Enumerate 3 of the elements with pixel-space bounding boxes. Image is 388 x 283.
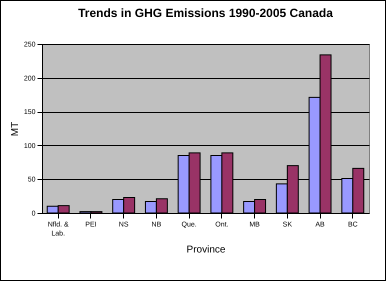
- y-axis-title: MT: [10, 122, 21, 136]
- x-axis-title: Province: [186, 244, 226, 256]
- chart-title: Trends in GHG Emissions 1990-2005 Canada: [78, 6, 334, 20]
